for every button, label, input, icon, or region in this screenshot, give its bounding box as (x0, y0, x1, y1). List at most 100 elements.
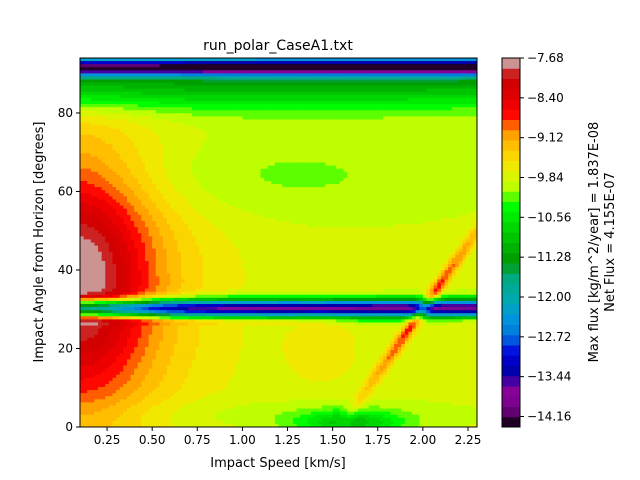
contour-cell (141, 76, 146, 81)
contour-cell (227, 141, 233, 145)
contour-cell (267, 85, 272, 90)
contour-cell (361, 162, 366, 167)
contour-cell (163, 107, 168, 111)
contour-cell (90, 91, 96, 96)
contour-cell (303, 91, 308, 96)
contour-cell (397, 168, 402, 173)
contour-cell (307, 73, 312, 78)
contour-cell (260, 64, 265, 68)
contour-cell (318, 116, 323, 121)
contour-cell (314, 76, 319, 81)
contour-cell (372, 193, 377, 197)
contour-cell (426, 184, 431, 188)
contour-cell (191, 76, 197, 81)
contour-cell (368, 171, 373, 176)
contour-cell (350, 70, 355, 74)
contour-cell (343, 174, 348, 179)
contour-cell (458, 97, 464, 102)
contour-cell (444, 88, 449, 93)
contour-cell (383, 168, 388, 173)
contour-cell (227, 79, 233, 84)
contour-cell (184, 159, 189, 164)
contour-cell (451, 107, 456, 111)
contour-cell (209, 174, 215, 179)
contour-cell (246, 61, 251, 65)
contour-cell (267, 174, 272, 179)
contour-cell (119, 122, 124, 127)
contour-cell (94, 168, 99, 173)
contour-cell (444, 171, 449, 176)
contour-cell (209, 181, 215, 185)
contour-cell (332, 177, 337, 182)
contour-cell (285, 82, 290, 87)
contour-cell (336, 125, 341, 130)
contour-cell (466, 144, 471, 148)
contour-cell (112, 64, 117, 68)
contour-cell (419, 190, 424, 194)
contour-cell (152, 97, 157, 102)
contour-cell (336, 144, 341, 148)
contour-cell (347, 88, 352, 93)
contour-cell (108, 190, 114, 194)
contour-cell (83, 61, 88, 65)
contour-cell (137, 79, 142, 84)
contour-cell (278, 85, 283, 90)
contour-cell (242, 137, 247, 142)
contour-cell (368, 67, 373, 71)
contour-cell (267, 159, 272, 164)
contour-cell (426, 153, 431, 157)
contour-cell (310, 141, 316, 145)
contour-cell (242, 122, 247, 127)
contour-cell (206, 196, 211, 201)
contour-cell (314, 73, 319, 78)
contour-cell (419, 64, 424, 68)
contour-cell (137, 125, 142, 130)
contour-cell (246, 137, 251, 142)
contour-cell (141, 122, 146, 127)
contour-cell (246, 196, 251, 201)
contour-cell (166, 137, 171, 142)
contour-cell (152, 85, 157, 90)
contour-cell (256, 150, 262, 154)
contour-cell (108, 97, 114, 102)
contour-cell (437, 153, 442, 157)
contour-cell (173, 174, 179, 179)
contour-cell (159, 168, 164, 173)
contour-cell (80, 116, 85, 121)
contour-cell (170, 104, 175, 108)
contour-cell (267, 61, 272, 65)
contour-cell (437, 88, 442, 93)
contour-cell (329, 193, 334, 197)
contour-cell (307, 153, 312, 157)
contour-cell (339, 159, 345, 164)
contour-cell (170, 150, 175, 154)
contour-cell (365, 61, 370, 65)
contour-cell (466, 85, 471, 90)
contour-cell (108, 88, 114, 93)
contour-cell (227, 125, 233, 130)
contour-cell (440, 144, 446, 148)
contour-cell (339, 171, 345, 176)
contour-cell (181, 150, 186, 154)
contour-cell (90, 150, 96, 154)
contour-cell (462, 147, 467, 151)
contour-cell (357, 94, 363, 99)
contour-cell (220, 73, 225, 78)
contour-cell (119, 165, 124, 170)
contour-cell (329, 82, 334, 87)
contour-cell (188, 58, 193, 62)
contour-cell (112, 193, 117, 197)
contour-cell (119, 79, 124, 84)
contour-cell (314, 82, 319, 87)
contour-cell (242, 196, 247, 201)
contour-cell (137, 70, 142, 74)
contour-cell (336, 82, 341, 87)
contour-cell (307, 184, 312, 188)
contour-cell (155, 64, 160, 68)
contour-cell (159, 190, 164, 194)
contour-cell (224, 116, 229, 121)
contour-cell (282, 70, 287, 74)
contour-cell (415, 107, 420, 111)
contour-cell (426, 125, 431, 130)
contour-cell (253, 104, 258, 108)
